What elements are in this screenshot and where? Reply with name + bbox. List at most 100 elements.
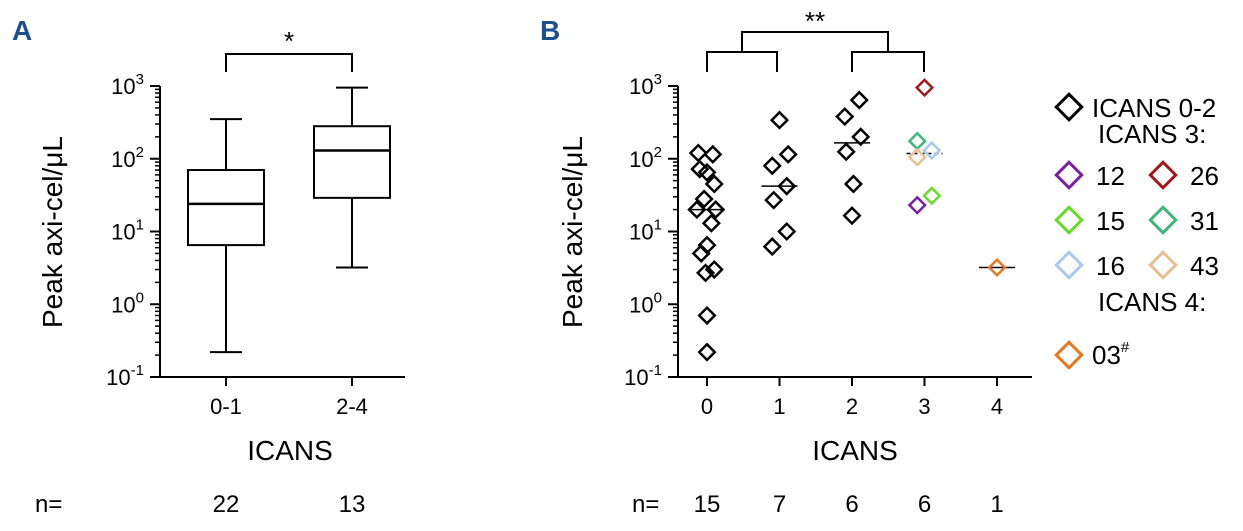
legend-label-patient-43: 43	[1190, 251, 1219, 281]
panel-b-point	[704, 259, 724, 280]
legend-marker-patient-26	[1148, 160, 1178, 190]
panel-b-point	[987, 257, 1007, 278]
panel-b-y-tick-label: 100	[629, 289, 662, 317]
panel-b-point	[922, 186, 942, 206]
panel-b-point	[697, 342, 717, 362]
panel-a-n-values: 22 13	[213, 491, 366, 518]
panel-a-y-tick-base: 10	[106, 365, 130, 390]
panel-b-y-tick-label: 102	[629, 144, 662, 172]
panel-b-point	[835, 107, 855, 127]
panel-b-point	[687, 200, 707, 220]
panel-b-n-value: 6	[845, 491, 858, 518]
panel-a-y-tick-base: 10	[111, 74, 135, 99]
panel-a-y-tick-base: 10	[111, 147, 135, 172]
legend-marker-patient-15	[1054, 205, 1084, 235]
panel-b-bracket-outer	[741, 31, 889, 52]
panel-b-y-axis-label: Peak axi-cel/μL	[557, 136, 588, 328]
panel-a-y-tick-exp: 0	[136, 289, 144, 306]
panel-b-x-tick-label: 3	[918, 394, 930, 419]
panel-a-boxes	[187, 86, 391, 354]
legend-header-icans-4: ICANS 4:	[1098, 287, 1206, 317]
panel-b-point	[849, 90, 869, 110]
panel-a-y-tick-exp: -1	[131, 362, 144, 379]
panel-a-box-1	[313, 86, 391, 269]
panel-b-y-tick-exp: 0	[654, 289, 662, 306]
panel-a-y-tick-label: 10-1	[106, 362, 144, 390]
legend-label-icans-4-03: 03#	[1092, 339, 1130, 370]
panel-a-y-tick-base: 10	[111, 292, 135, 317]
panel-b-y-tick-base: 10	[624, 365, 648, 390]
panel-b-point	[842, 206, 862, 226]
legend-label-03-superscript: #	[1121, 339, 1130, 356]
panel-b-x-ticks: 0 1 2 3 4	[701, 377, 1003, 419]
panel-a-significance-star: *	[284, 26, 294, 56]
panel-b-points	[687, 78, 1007, 362]
panel-a-y-tick-label: 102	[111, 144, 144, 172]
panel-b-y-tick-base: 10	[629, 220, 653, 245]
legend-label-patient-16: 16	[1096, 251, 1125, 281]
panel-b-x-tick-label: 0	[701, 394, 713, 419]
panel-a-box-0	[187, 118, 265, 354]
panel-a-y-tick-exp: 1	[136, 217, 144, 234]
panel-a-n-value: 13	[339, 491, 366, 518]
panel-letter-b: B	[540, 15, 560, 46]
panel-b-y-tick-base: 10	[629, 147, 653, 172]
panel-b-point	[690, 159, 710, 179]
panel-b-y-tick-exp: 2	[654, 144, 662, 161]
legend-marker-patient-31	[1148, 205, 1178, 235]
panel-a-y-tick-exp: 3	[136, 71, 144, 88]
panel-b-point	[769, 110, 790, 130]
legend: ICANS 0-2 ICANS 3: 12 26 15 31 16 43 ICANS 4:…	[1054, 92, 1219, 370]
panel-a-x-ticks: 0-1 2-4	[210, 377, 368, 419]
panel-a-x-tick-label: 2-4	[336, 394, 368, 419]
legend-marker-patient-12	[1054, 160, 1084, 190]
panel-b-n-value: 7	[773, 491, 786, 518]
panel-b-n-values: 15 7 6 6 1	[694, 491, 1004, 518]
panel-b-point	[703, 144, 723, 164]
panel-b-n-value: 6	[918, 491, 931, 518]
panel-b-point	[922, 140, 942, 161]
panel-b-n-value: 1	[990, 491, 1003, 518]
panel-b-y-tick-base: 10	[629, 74, 653, 99]
panel-b-x-tick-label: 4	[991, 394, 1003, 419]
panel-b-x-axis-label: ICANS	[812, 435, 898, 466]
panel-a-n-value: 22	[213, 491, 240, 518]
panel-b-point	[907, 195, 927, 215]
panel-a-x-axis-label: ICANS	[247, 435, 333, 466]
panel-b-median-lines	[689, 142, 1015, 269]
legend-label-03-text: 03	[1092, 340, 1121, 370]
panel-b-y-tick-base: 10	[629, 292, 653, 317]
legend-items-icans-3: 12 26 15 31 16 43	[1054, 160, 1219, 281]
panel-b-y-tick-exp: 3	[654, 71, 662, 88]
panel-b-point	[706, 200, 726, 220]
panel-a-y-tick-label: 103	[111, 71, 144, 99]
legend-header-icans-3: ICANS 3:	[1098, 119, 1206, 149]
panel-b-bracket-0-1	[706, 51, 778, 72]
panel-b-point	[851, 127, 871, 147]
panel-a-y-tick-label: 100	[111, 289, 144, 317]
panel-b-point	[697, 305, 717, 326]
panel-b-point	[914, 78, 935, 98]
panel-b-y-tick-label: 103	[629, 71, 662, 99]
panel-b-point	[778, 144, 798, 164]
panel-b-x-tick-label: 1	[773, 394, 785, 419]
panel-b-point	[836, 142, 856, 162]
panel-b-point	[704, 174, 724, 194]
panel-b-point	[764, 190, 784, 210]
legend-marker-icans-0-2	[1054, 92, 1084, 122]
legend-marker-patient-43	[1148, 250, 1178, 280]
panel-b-n-label: n=	[632, 491, 659, 518]
panel-a-y-tick-exp: 2	[136, 144, 144, 161]
panel-b-y-tick-label: 101	[629, 217, 662, 245]
legend-marker-patient-16	[1054, 250, 1084, 280]
panel-b-point	[762, 237, 782, 257]
panel-b-bracket-2-3	[851, 51, 925, 72]
panel-b-point	[688, 143, 708, 163]
panel-b-point	[697, 162, 717, 182]
panel-b-point	[701, 213, 721, 233]
